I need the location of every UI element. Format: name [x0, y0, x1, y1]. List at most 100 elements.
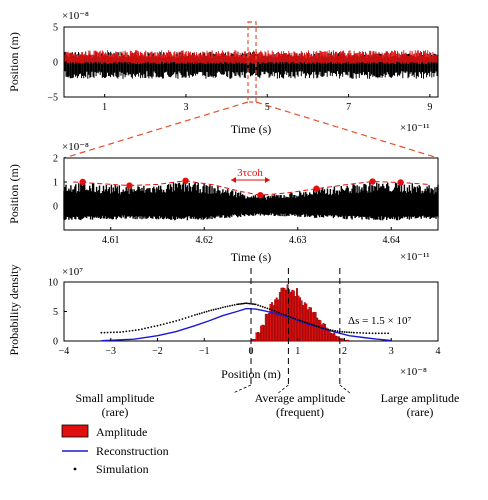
histogram-bar: [330, 332, 333, 342]
simulation-point: [289, 316, 292, 318]
simulation-point: [384, 332, 386, 335]
legend: Amplitude Reconstruction Simulation: [61, 424, 169, 476]
middle-panel-xtick-label: 4.63: [289, 235, 307, 246]
simulation-point: [237, 303, 240, 306]
bottom-panel-xtick-label: −3: [105, 346, 116, 357]
top-panel-ytick-label: −5: [47, 93, 58, 104]
histogram-bar: [311, 312, 314, 342]
histogram-bar: [258, 332, 261, 342]
top-panel-ytick-label: 5: [53, 23, 58, 34]
simulation-point: [103, 331, 106, 334]
middle-panel-ticks: 4.61 4.62 4.63 4.64 0 1 2: [53, 154, 400, 247]
simulation-point: [147, 326, 150, 329]
simulation-point: [365, 332, 368, 334]
amplitude-sample-dot: [369, 178, 376, 185]
histogram-bar: [347, 339, 350, 342]
simulation-point: [240, 302, 243, 305]
simulation-point: [144, 327, 146, 330]
simulation-point: [153, 325, 156, 328]
marker-leader: [278, 384, 289, 394]
bottom-panel-ytick-label: 0: [53, 337, 58, 348]
histogram-bar: [257, 332, 259, 342]
simulation-point: [273, 310, 276, 312]
histogram-bar: [322, 323, 325, 342]
histogram-bar: [297, 295, 300, 342]
simulation-point: [208, 310, 210, 312]
middle-panel-x-exponent: ×10⁻¹¹: [400, 251, 430, 263]
middle-panel-ytick-label: 1: [53, 178, 58, 189]
simulation-point: [353, 331, 355, 334]
simulation-point: [381, 332, 383, 335]
zoom-connector-right: [255, 101, 439, 159]
amplitude-sample-dot: [313, 185, 320, 192]
simulation-point: [292, 317, 294, 319]
simulation-point: [205, 310, 208, 313]
histogram-bar: [277, 299, 280, 342]
histogram-bar: [274, 299, 277, 342]
simulation-point: [166, 322, 168, 325]
simulation-point: [217, 307, 220, 310]
simulation-point: [306, 322, 308, 324]
bottom-panel-xtick-label: −2: [152, 346, 163, 357]
simulation-point: [341, 330, 344, 333]
simulation-point: [119, 331, 121, 333]
simulation-point: [254, 303, 257, 306]
bottom-panel-xtick-label: −1: [199, 346, 210, 357]
simulation-point: [350, 331, 353, 334]
simulation-point: [233, 304, 236, 306]
simulation-point: [278, 311, 280, 314]
simulation-point: [374, 332, 377, 335]
top-panel-xlabel: Time (s): [231, 122, 272, 136]
legend-amplitude-label: Amplitude: [96, 425, 147, 439]
histogram-bar: [336, 336, 339, 342]
simulation-point: [377, 332, 380, 335]
simulation-point: [359, 332, 361, 334]
simulation-point: [196, 313, 199, 316]
marker-label-bottom: (frequent): [276, 405, 324, 419]
middle-black-signal: [63, 181, 439, 221]
simulation-dots: [100, 302, 389, 335]
simulation-point: [345, 331, 348, 333]
bottom-panel-xtick-label: 3: [389, 346, 394, 357]
simulation-point: [327, 328, 329, 331]
simulation-point: [348, 331, 351, 334]
top-panel-ylabel: Position (m): [7, 32, 21, 92]
simulation-point: [343, 331, 346, 333]
coherence-label: 3τcoh: [237, 167, 263, 179]
simulation-point: [106, 331, 109, 334]
marker-label-bottom: (rare): [407, 405, 434, 419]
simulation-point: [368, 332, 371, 335]
middle-panel-xtick-label: 4.61: [102, 235, 120, 246]
histogram-bar: [324, 323, 326, 342]
simulation-point: [203, 311, 206, 314]
simulation-point: [264, 306, 266, 309]
simulation-point: [257, 304, 259, 307]
histogram-bar: [296, 288, 298, 342]
simulation-point: [331, 329, 334, 332]
simulation-point: [242, 302, 245, 305]
simulation-point: [187, 316, 190, 318]
histogram-bar: [299, 297, 302, 342]
marker-leader: [339, 384, 351, 394]
simulation-point: [236, 303, 238, 306]
middle-panel-xtick-label: 4.64: [383, 235, 401, 246]
marker-label-bottom: (rare): [102, 405, 129, 419]
middle-panel-ytick-label: 0: [53, 202, 58, 213]
histogram-bar: [255, 332, 258, 342]
simulation-point: [362, 332, 365, 334]
middle-red-envelope: [73, 180, 429, 196]
simulation-point: [162, 323, 165, 325]
bottom-panel-ytick-label: 10: [48, 278, 58, 289]
middle-panel-ylabel: Position (m): [7, 164, 21, 224]
histogram-bar: [345, 339, 348, 342]
histogram-bar: [334, 335, 337, 342]
simulation-point: [184, 317, 187, 319]
simulation-point: [287, 315, 290, 318]
simulation-point: [159, 324, 162, 326]
simulation-point: [243, 302, 246, 305]
bottom-panel-xtick-label: 2: [342, 346, 347, 357]
simulation-point: [317, 325, 320, 328]
legend-simulation-swatch: [73, 467, 77, 471]
simulation-point: [320, 326, 322, 329]
